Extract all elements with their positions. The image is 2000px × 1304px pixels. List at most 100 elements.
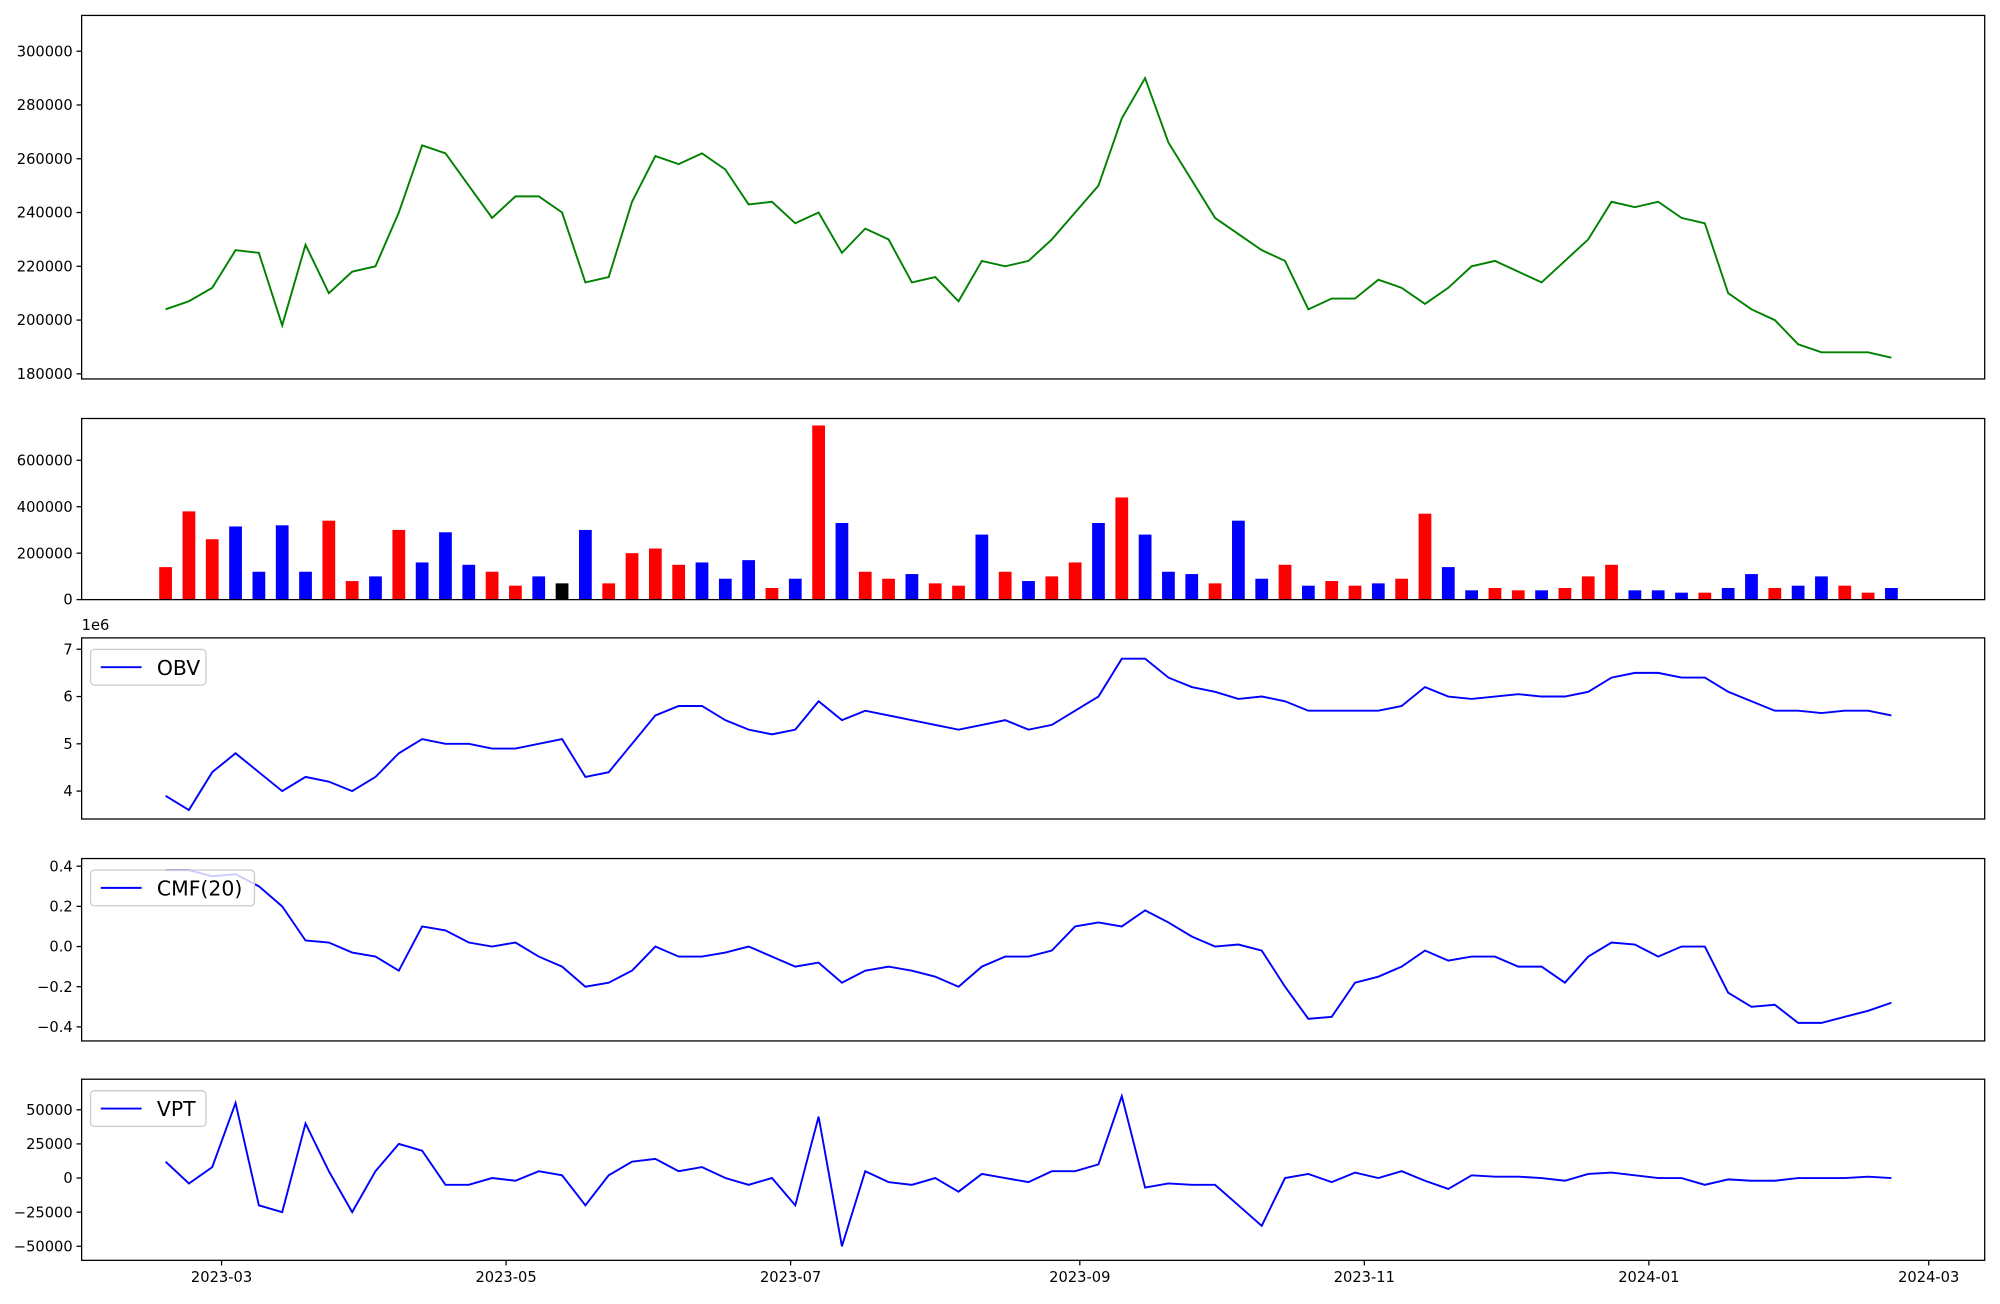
line [165,75,1892,359]
bar [765,588,779,600]
bar [532,576,546,600]
y-tick-label: 25000 [26,1136,73,1153]
y-tick-label: 300000 [17,43,73,60]
bar [1208,583,1222,600]
bar [1162,571,1175,600]
bar [1745,574,1758,600]
y-tick-label: 0 [63,592,72,609]
bar [1768,588,1782,600]
y-tick-label: −50000 [14,1238,73,1255]
bar [205,539,219,600]
bar [1068,562,1082,600]
bar [812,425,825,600]
x-tick-label: 2023-09 [1049,1269,1110,1286]
y-tick-label: 260000 [17,151,73,168]
y-tick-label: 4 [63,783,72,800]
bar [182,511,196,600]
bar [1418,513,1432,600]
legend-box [89,648,207,686]
bar [485,571,499,600]
bar [718,578,732,600]
bar [858,571,872,600]
x-tick-label: 2023-03 [191,1269,252,1286]
bar [322,520,336,600]
bar [672,564,686,600]
y-tick-label: 6 [63,689,72,706]
bar [369,576,382,600]
bar [1651,590,1665,600]
bar [1278,564,1292,600]
x-tick-label: 2023-11 [1334,1269,1395,1286]
y-tick-label: 280000 [17,97,73,114]
bar [1861,592,1875,600]
y-tick-label: 0.0 [49,939,72,956]
bar [1558,588,1572,600]
y-tick-label: 0.4 [49,858,72,875]
y-tick-label: 180000 [17,366,73,383]
offset-text: 1e6 [82,617,110,634]
y-tick-label: 50000 [26,1102,73,1119]
bar [1675,592,1688,600]
bar [975,534,989,600]
bar [1348,585,1362,600]
bar [1511,590,1525,600]
y-tick-label: 200000 [17,312,73,329]
bar [952,585,965,600]
bar [1791,585,1805,600]
bar [345,581,359,600]
bar [555,583,569,600]
axes-frame [80,417,1986,601]
bar [1371,583,1385,600]
bar [509,585,522,600]
bar [1301,585,1315,600]
bar [159,567,172,600]
bar [742,560,756,600]
bar [392,529,406,600]
bar [252,571,266,600]
legend-box [89,869,256,907]
bar [998,571,1012,600]
bar [1815,576,1828,600]
bar [1605,564,1618,600]
bar [1488,588,1502,600]
line [165,657,1892,812]
bar [1395,578,1409,600]
legend-label: VPT [157,1097,196,1121]
bar [928,583,942,600]
line [164,1092,1892,1247]
bar [1465,590,1478,600]
y-tick-label: 0.2 [49,898,72,915]
line [165,869,1892,1024]
bar [625,553,639,600]
bar [579,529,592,600]
bar [229,526,242,600]
bar [1628,590,1642,600]
x-tick-label: 2023-07 [760,1269,821,1286]
bar [882,578,895,600]
axes-frame [80,637,1986,820]
bar [1698,592,1712,600]
bar [695,562,709,600]
axes-frame [80,857,1986,1042]
legend-label: CMF(20) [157,877,242,901]
bar [1185,574,1199,600]
bar [1255,578,1269,600]
y-tick-label: −0.4 [37,1019,73,1036]
axes-frame [80,1078,1986,1261]
bar [1885,588,1898,600]
y-tick-label: 5 [63,736,72,753]
y-tick-label: −25000 [14,1204,73,1221]
bar [462,564,476,600]
bar [1022,581,1035,600]
bar [275,525,289,600]
bar [1441,567,1455,600]
bar [1138,534,1152,600]
bar [602,583,616,600]
x-tick-label: 2024-01 [1618,1269,1679,1286]
bar [439,532,452,600]
bar [788,578,802,600]
legend-label: OBV [157,656,200,680]
y-tick-label: 7 [63,641,72,658]
